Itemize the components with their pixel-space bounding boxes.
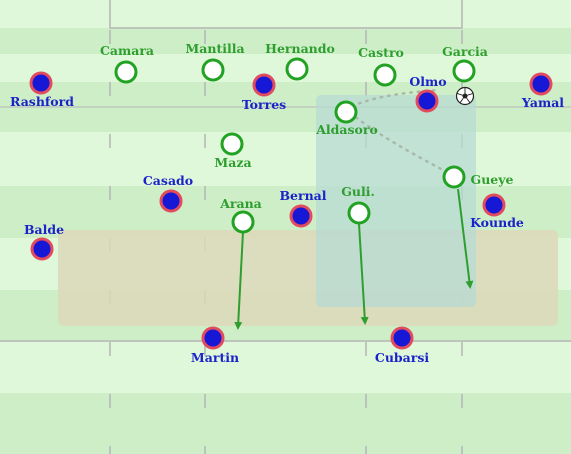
passing-lane bbox=[348, 88, 454, 177]
player-label-cubarsi: Cubarsi bbox=[375, 350, 429, 365]
player-label-olmo: Olmo bbox=[409, 74, 446, 89]
player-marker-cubarsi bbox=[390, 326, 414, 350]
run-arrow-guli bbox=[358, 223, 369, 325]
player-label-rashford: Rashford bbox=[10, 94, 74, 109]
player-label-balde: Balde bbox=[24, 222, 64, 237]
player-marker-arana bbox=[231, 210, 255, 234]
player-marker-gueye bbox=[442, 165, 466, 189]
player-label-kounde: Kounde bbox=[470, 215, 524, 230]
home-team-markers bbox=[114, 57, 476, 234]
player-marker-camara bbox=[114, 60, 138, 84]
player-marker-guli bbox=[347, 201, 371, 225]
run-arrows bbox=[234, 188, 474, 330]
player-marker-garcia bbox=[452, 59, 476, 83]
player-marker-bernal bbox=[289, 204, 313, 228]
player-marker-rashford bbox=[29, 71, 53, 95]
away-team-labels: Rashford Torres Olmo Yamal Casado Bernal… bbox=[10, 74, 564, 365]
player-label-camara: Camara bbox=[100, 43, 154, 58]
defensive-line-zone bbox=[58, 230, 558, 326]
player-label-hernando: Hernando bbox=[265, 41, 335, 56]
player-label-arana: Arana bbox=[219, 196, 262, 211]
player-marker-kounde bbox=[482, 193, 506, 217]
pitch-stripe bbox=[0, 28, 571, 54]
player-marker-martin bbox=[201, 326, 225, 350]
player-marker-casado bbox=[159, 189, 183, 213]
player-label-aldasoro: Aldasoro bbox=[315, 122, 378, 137]
pitch-stripe bbox=[0, 393, 571, 454]
player-marker-olmo bbox=[415, 89, 439, 113]
player-label-yamal: Yamal bbox=[521, 95, 564, 110]
penalty-box-top bbox=[109, 0, 463, 29]
player-marker-torres bbox=[252, 73, 276, 97]
soccer-ball-icon bbox=[455, 86, 475, 106]
player-label-guli: Guli. bbox=[341, 184, 375, 199]
home-team-labels: Camara Mantilla Hernando Castro Garcia A… bbox=[100, 41, 514, 211]
player-label-maza: Maza bbox=[214, 155, 251, 170]
halfspace-overload-zone bbox=[316, 95, 476, 307]
player-marker-yamal bbox=[529, 72, 553, 96]
player-label-torres: Torres bbox=[242, 97, 286, 112]
player-marker-mantilla bbox=[201, 58, 225, 82]
player-label-mantilla: Mantilla bbox=[185, 41, 244, 56]
away-team-markers bbox=[29, 71, 553, 350]
player-label-casado: Casado bbox=[143, 173, 193, 188]
player-label-martin: Martin bbox=[191, 350, 239, 365]
pitch-stripe bbox=[0, 54, 571, 82]
player-marker-aldasoro bbox=[334, 100, 358, 124]
run-arrow-gueye bbox=[457, 188, 474, 289]
player-label-bernal: Bernal bbox=[279, 188, 326, 203]
player-marker-hernando bbox=[285, 57, 309, 81]
player-marker-maza bbox=[220, 132, 244, 156]
pitch-stripe bbox=[0, 341, 571, 393]
player-label-garcia: Garcia bbox=[442, 44, 488, 59]
player-marker-balde bbox=[30, 237, 54, 261]
pitch-stripe bbox=[0, 0, 571, 28]
player-label-gueye: Gueye bbox=[471, 172, 514, 187]
run-arrow-arana bbox=[234, 231, 244, 330]
player-marker-castro bbox=[373, 63, 397, 87]
player-label-castro: Castro bbox=[358, 45, 404, 60]
